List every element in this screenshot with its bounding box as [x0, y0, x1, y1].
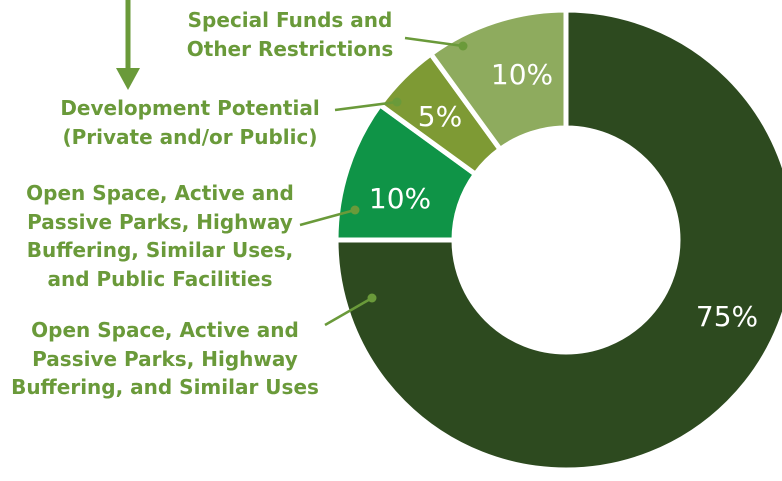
category-label: Open Space, Active and Passive Parks, Hi…	[26, 181, 294, 291]
leader-line	[324, 296, 373, 327]
category-label: Open Space, Active and Passive Parks, Hi…	[11, 318, 319, 399]
leader-line	[334, 100, 398, 112]
value-label: 10%	[369, 182, 431, 215]
leader-line	[404, 36, 464, 48]
leader-line	[299, 208, 356, 227]
leader-dot	[458, 41, 468, 51]
value-label: 5%	[418, 100, 462, 133]
category-label: Development Potential (Private and/or Pu…	[60, 96, 320, 149]
category-label: Special Funds and Other Restrictions	[186, 8, 394, 61]
arrow-head	[116, 68, 140, 90]
leader-dot	[350, 205, 360, 215]
leader-dot	[367, 293, 377, 303]
value-label: 10%	[491, 58, 553, 91]
donut-slice	[333, 7, 782, 473]
value-label: 75%	[696, 300, 758, 333]
leader-dot	[392, 97, 402, 107]
